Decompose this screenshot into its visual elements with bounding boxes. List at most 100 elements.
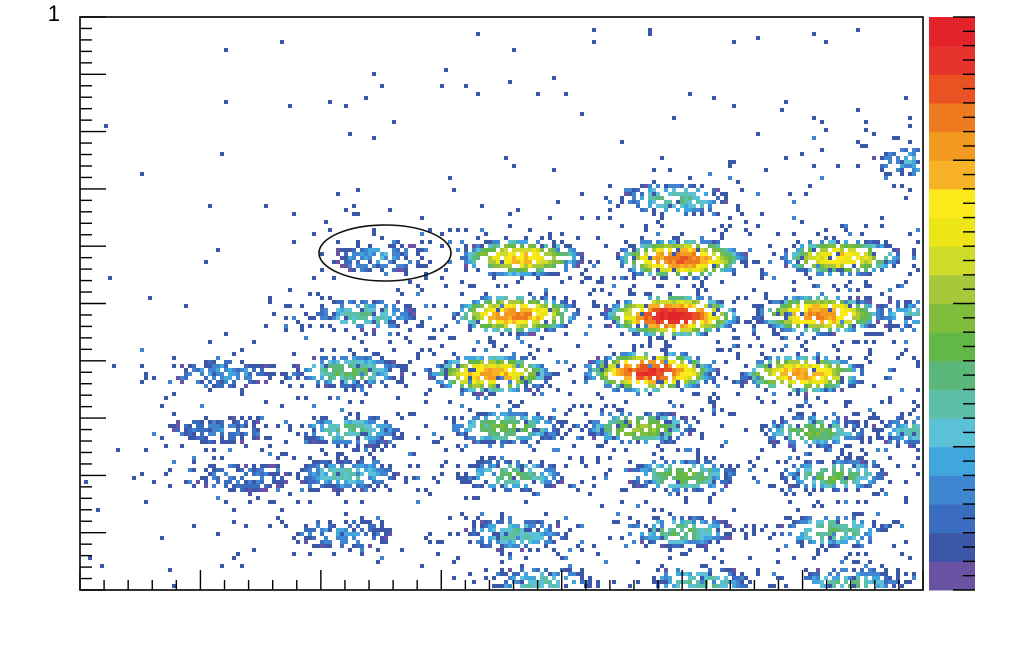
- heatmap-cell: [268, 472, 272, 476]
- heatmap-cell: [680, 376, 684, 380]
- heatmap-cell: [796, 240, 800, 244]
- heatmap-cell: [488, 272, 492, 276]
- heatmap-cell: [856, 300, 860, 304]
- heatmap-cell: [864, 320, 868, 324]
- heatmap-cell: [500, 520, 504, 524]
- heatmap-cell: [472, 256, 476, 260]
- heatmap-cell: [528, 576, 532, 580]
- heatmap-cell: [840, 476, 844, 480]
- heatmap-cell: [592, 264, 596, 268]
- heatmap-cell: [644, 316, 648, 320]
- heatmap-cell: [880, 164, 884, 168]
- heatmap-cell: [652, 264, 656, 268]
- heatmap-cell: [900, 416, 904, 420]
- heatmap-cell: [880, 488, 884, 492]
- heatmap-cell: [664, 300, 668, 304]
- heatmap-cell: [360, 472, 364, 476]
- heatmap-cell: [584, 380, 588, 384]
- heatmap-cell: [376, 424, 380, 428]
- heatmap-cell: [428, 532, 432, 536]
- heatmap-cell: [388, 428, 392, 432]
- heatmap-cell: [648, 192, 652, 196]
- heatmap-cell: [704, 528, 708, 532]
- heatmap-cell: [380, 356, 384, 360]
- heatmap-cell: [728, 308, 732, 312]
- heatmap-cell: [544, 272, 548, 276]
- heatmap-cell: [516, 324, 520, 328]
- heatmap-cell: [720, 252, 724, 256]
- heatmap-cell: [316, 468, 320, 472]
- heatmap-cell: [388, 440, 392, 444]
- heatmap-cell: [884, 256, 888, 260]
- heatmap-cell: [648, 204, 652, 208]
- heatmap-cell: [712, 520, 716, 524]
- heatmap-cell: [720, 312, 724, 316]
- heatmap-cell: [504, 284, 508, 288]
- heatmap-cell: [824, 360, 828, 364]
- heatmap-cell: [508, 272, 512, 276]
- heatmap-cell: [228, 476, 232, 480]
- heatmap-cell: [776, 524, 780, 528]
- heatmap-cell: [372, 308, 376, 312]
- heatmap-cell: [868, 440, 872, 444]
- heatmap-cell: [284, 324, 288, 328]
- heatmap-cell: [444, 460, 448, 464]
- heatmap-cell: [688, 428, 692, 432]
- heatmap-cell: [604, 560, 608, 564]
- heatmap-cell: [788, 316, 792, 320]
- heatmap-cell: [516, 380, 520, 384]
- heatmap-cell: [476, 468, 480, 472]
- heatmap-cell: [788, 364, 792, 368]
- heatmap-cell: [220, 376, 224, 380]
- heatmap-cell: [660, 376, 664, 380]
- heatmap-cell: [560, 240, 564, 244]
- heatmap-cell: [356, 448, 360, 452]
- heatmap-cell: [916, 268, 920, 272]
- heatmap-cell: [860, 324, 864, 328]
- heatmap-cell: [896, 248, 900, 252]
- heatmap-cell: [508, 360, 512, 364]
- heatmap-cell: [516, 296, 520, 300]
- heatmap-cell: [304, 440, 308, 444]
- heatmap-cell: [688, 528, 692, 532]
- heatmap-cell: [652, 308, 656, 312]
- heatmap-cell: [220, 364, 224, 368]
- heatmap-cell: [364, 264, 368, 268]
- heatmap-cell: [380, 252, 384, 256]
- heatmap-cell: [436, 480, 440, 484]
- heatmap-cell: [468, 436, 472, 440]
- heatmap-cell: [384, 264, 388, 268]
- heatmap-cell: [588, 376, 592, 380]
- heatmap-cell: [628, 376, 632, 380]
- heatmap-cell: [360, 360, 364, 364]
- heatmap-cell: [876, 244, 880, 248]
- heatmap-cell: [248, 488, 252, 492]
- heatmap-cell: [884, 156, 888, 160]
- heatmap-cell: [884, 524, 888, 528]
- heatmap-cell: [348, 316, 352, 320]
- heatmap-cell: [752, 316, 756, 320]
- heatmap-cell: [772, 332, 776, 336]
- heatmap-cell: [648, 376, 652, 380]
- heatmap-cell: [796, 268, 800, 272]
- heatmap-cell: [188, 436, 192, 440]
- heatmap-cell: [596, 428, 600, 432]
- heatmap-cell: [324, 364, 328, 368]
- heatmap-cell: [516, 420, 520, 424]
- heatmap-cell: [808, 404, 812, 408]
- heatmap-cell: [692, 416, 696, 420]
- heatmap-cell: [556, 312, 560, 316]
- heatmap-cell: [648, 428, 652, 432]
- heatmap-cell: [452, 316, 456, 320]
- heatmap-cell: [324, 384, 328, 388]
- heatmap-cell: [368, 252, 372, 256]
- heatmap-cell: [644, 472, 648, 476]
- heatmap-cell: [912, 168, 916, 172]
- heatmap-cell: [372, 476, 376, 480]
- heatmap-cell: [720, 424, 724, 428]
- heatmap-cell: [756, 360, 760, 364]
- heatmap-cell: [512, 440, 516, 444]
- heatmap-cell: [824, 228, 828, 232]
- heatmap-cell: [544, 300, 548, 304]
- heatmap-cell: [744, 524, 748, 528]
